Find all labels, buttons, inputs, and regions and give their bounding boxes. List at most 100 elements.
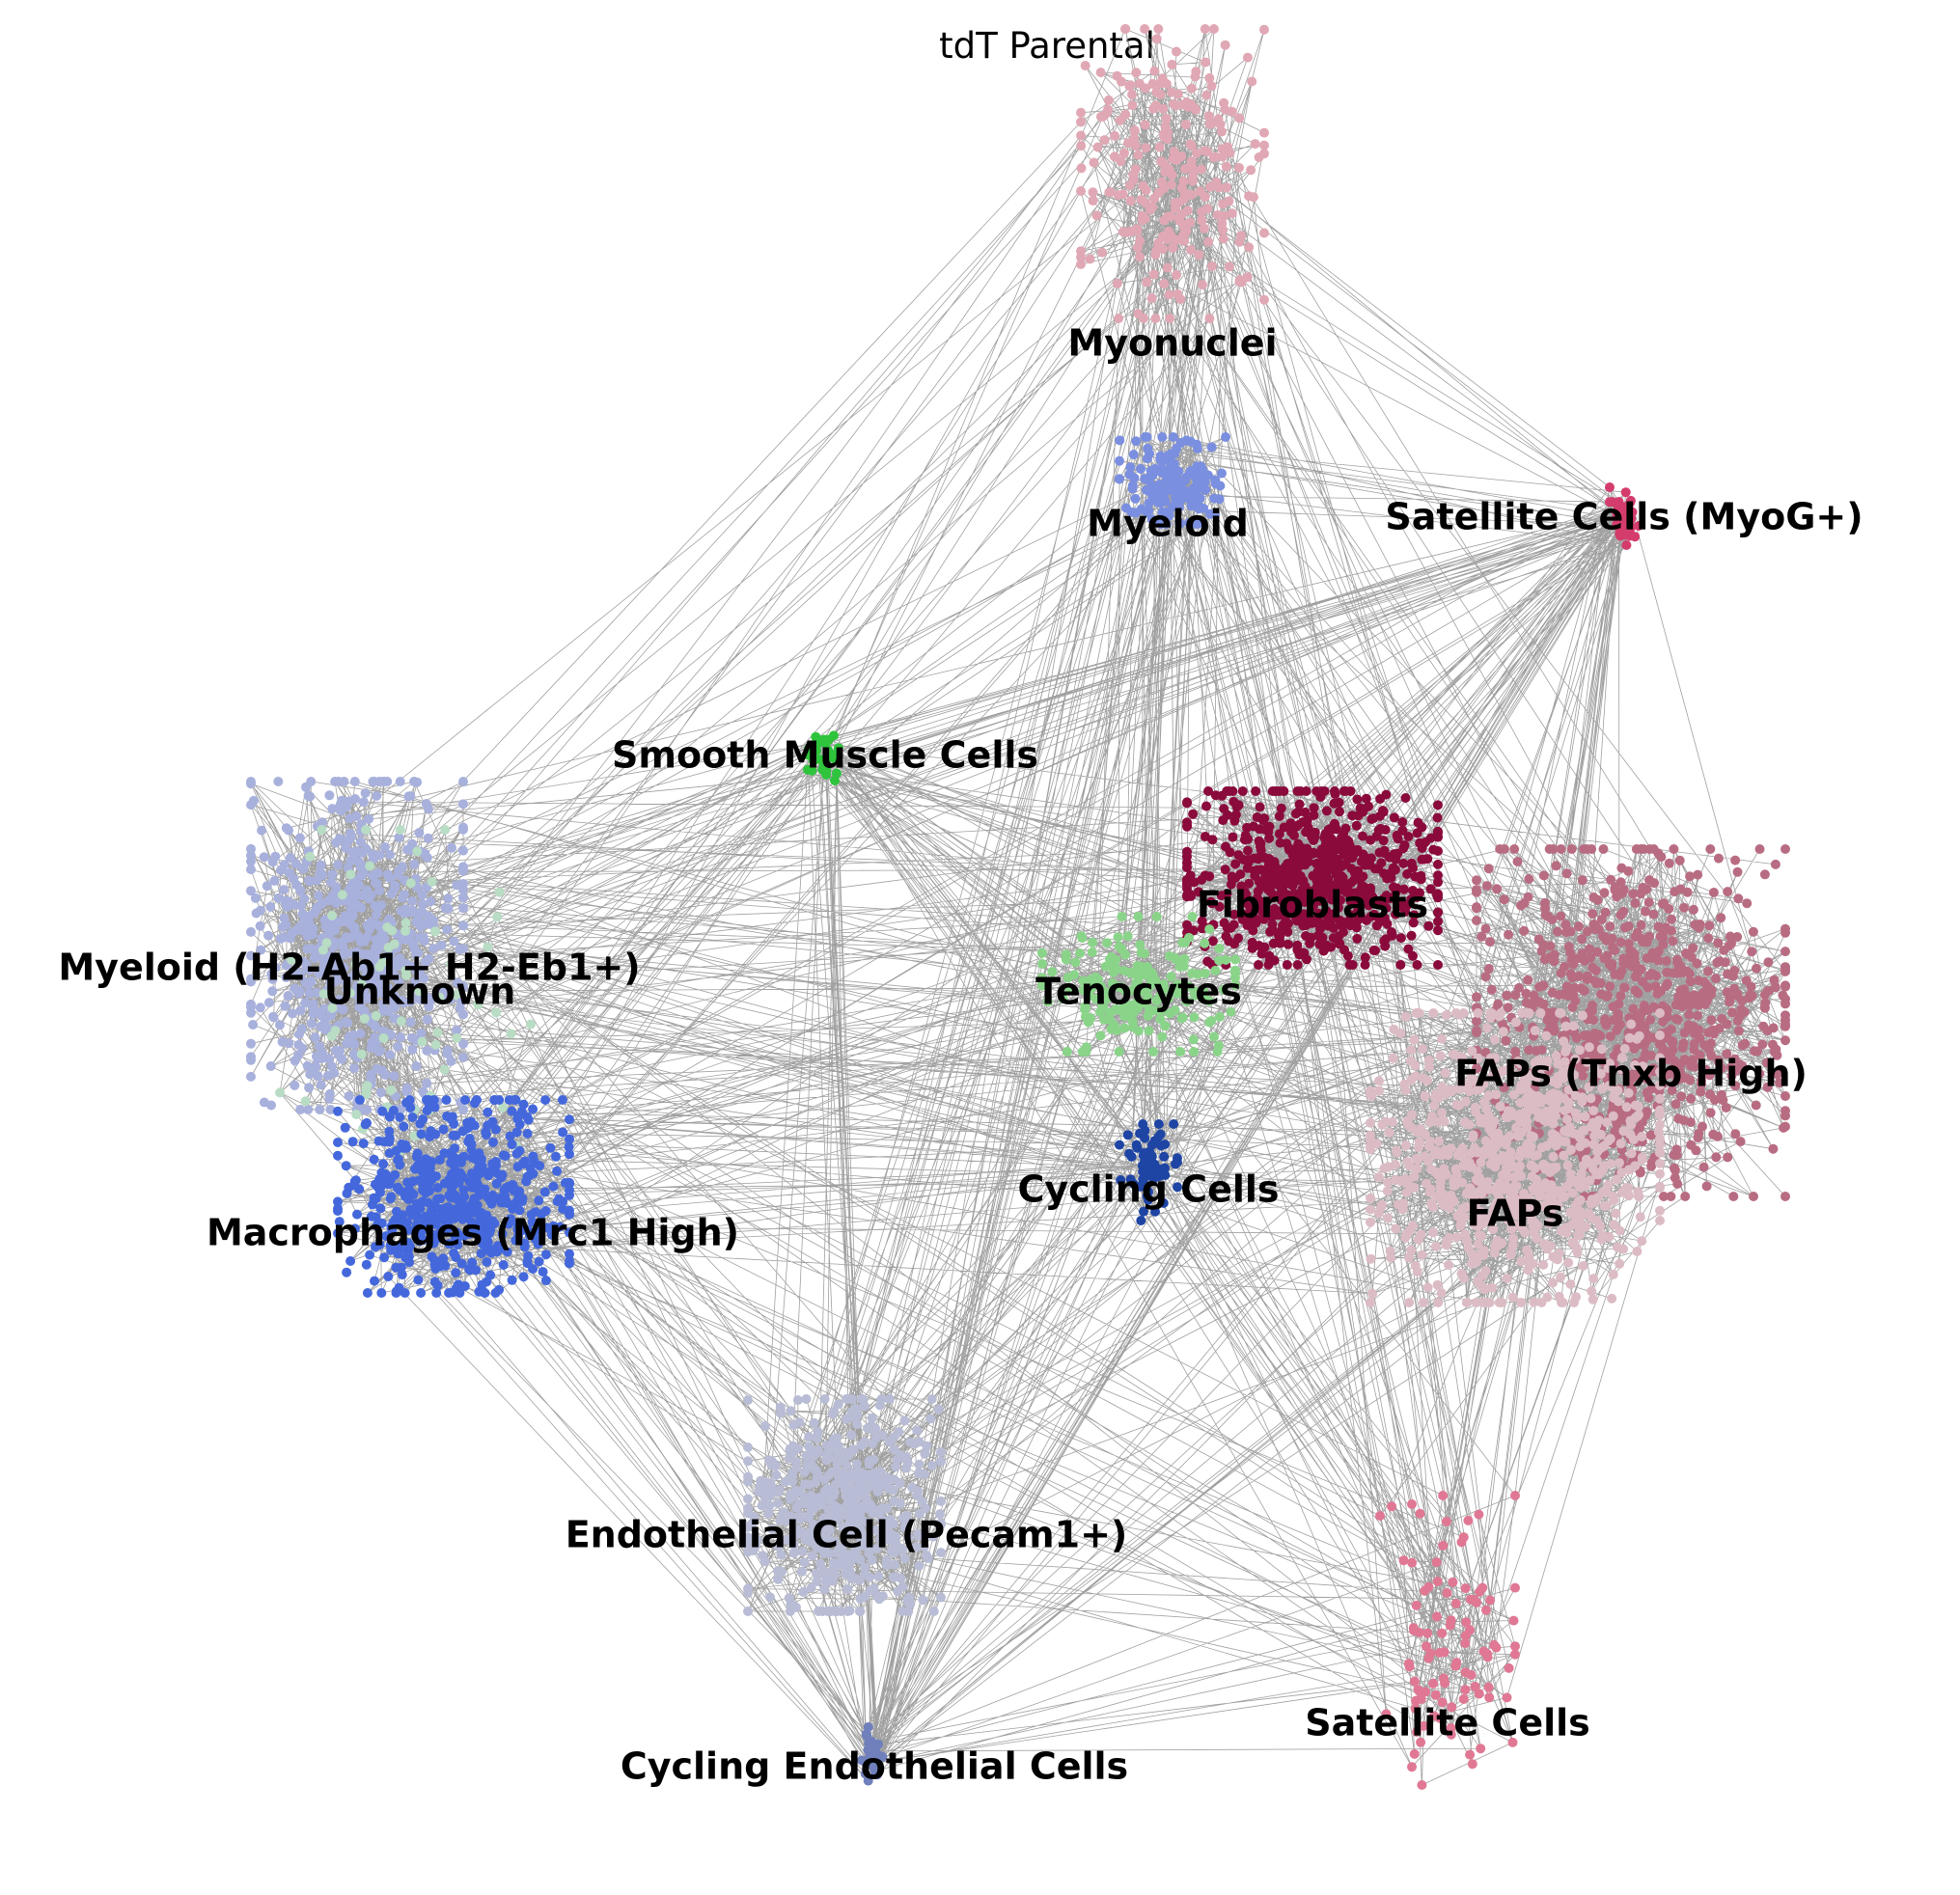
cell-point <box>1146 293 1157 304</box>
cell-point <box>1532 1150 1542 1160</box>
cell-point <box>1206 898 1217 909</box>
cell-point <box>548 1181 559 1192</box>
cell-point <box>1412 960 1422 970</box>
cell-point <box>1076 117 1086 127</box>
cell-point <box>1460 1685 1471 1695</box>
cell-point <box>333 1196 343 1207</box>
cell-point <box>1155 498 1166 508</box>
cell-point <box>1411 1600 1422 1610</box>
cell-point <box>775 1516 786 1526</box>
cell-point <box>857 1394 868 1404</box>
cell-point <box>1479 1117 1490 1128</box>
cell-point <box>1061 949 1071 960</box>
cell-point <box>1375 794 1386 804</box>
cell-point <box>1664 858 1674 868</box>
cell-point <box>1180 120 1191 130</box>
cell-point <box>246 926 256 937</box>
cell-point <box>521 1176 532 1187</box>
cell-point <box>246 974 256 984</box>
cell-point <box>334 1217 345 1227</box>
cell-point <box>1172 46 1181 57</box>
cell-point <box>1553 1072 1563 1083</box>
cell-point <box>378 1033 389 1043</box>
cell-point <box>1706 1051 1717 1061</box>
cell-point <box>1155 1014 1166 1025</box>
cell-point <box>1210 790 1221 801</box>
cell-point <box>1672 1179 1683 1189</box>
cell-point <box>348 1030 359 1040</box>
cell-point <box>1725 931 1735 942</box>
cell-point <box>799 1498 809 1509</box>
cell-point <box>1705 1108 1716 1118</box>
cell-point <box>1472 1256 1482 1267</box>
cell-point <box>1510 1641 1520 1652</box>
cell-point <box>1538 1094 1549 1105</box>
cell-point <box>411 1061 422 1072</box>
cell-point <box>343 1018 353 1029</box>
cell-point <box>320 915 330 925</box>
cell-point <box>1498 1027 1508 1037</box>
cell-point <box>1746 981 1756 992</box>
cell-point <box>1667 914 1676 924</box>
cell-point <box>1256 906 1267 917</box>
cell-point <box>1666 1024 1676 1034</box>
cell-point <box>348 948 358 958</box>
cell-point <box>430 1129 441 1140</box>
cell-point <box>345 933 355 944</box>
cell-point <box>325 927 336 938</box>
cell-point <box>268 1012 279 1023</box>
cell-point <box>1309 810 1319 820</box>
cell-point <box>447 842 456 853</box>
cell-point <box>1179 485 1190 496</box>
cell-point <box>830 776 840 785</box>
cell-point <box>321 938 332 948</box>
cell-point <box>439 1064 450 1075</box>
cell-point <box>833 1399 843 1410</box>
cell-point <box>295 886 306 896</box>
cell-point <box>462 1202 473 1213</box>
cell-point <box>417 899 428 909</box>
cell-point <box>1689 1061 1699 1072</box>
cell-point <box>1577 934 1587 945</box>
cell-point <box>1597 1084 1608 1094</box>
cell-point <box>1242 920 1253 930</box>
cell-point <box>1636 1071 1646 1082</box>
cell-point <box>393 954 403 965</box>
cell-point <box>837 1468 847 1478</box>
cell-point <box>1319 786 1330 796</box>
cell-point <box>451 990 461 1000</box>
cell-point <box>342 1267 352 1277</box>
cell-point <box>1671 1013 1681 1024</box>
cell-point <box>401 1086 412 1097</box>
cell-point <box>1163 994 1173 1004</box>
cell-point <box>1118 966 1129 976</box>
cell-point <box>1462 1298 1473 1307</box>
cell-point <box>1575 1045 1585 1056</box>
cell-point <box>458 981 468 992</box>
cell-point <box>400 1191 410 1201</box>
cell-point <box>812 746 822 756</box>
cell-point <box>1103 95 1114 105</box>
cell-point <box>327 804 338 814</box>
cell-point <box>1727 1007 1738 1018</box>
cell-point <box>366 890 376 900</box>
cell-point <box>1089 157 1099 168</box>
cell-point <box>412 777 423 787</box>
cell-point <box>1668 968 1678 978</box>
cell-point <box>565 1114 574 1125</box>
cell-point <box>1508 1233 1519 1244</box>
cell-point <box>1705 1038 1716 1049</box>
cell-point <box>1144 1026 1154 1036</box>
cell-point <box>1563 1085 1574 1095</box>
cell-point <box>1337 917 1347 927</box>
cell-point <box>1508 1089 1519 1100</box>
cell-point <box>1493 1128 1504 1139</box>
cell-point <box>773 1541 784 1552</box>
cluster-points-fibroblasts <box>1182 786 1443 970</box>
cluster-points-faps <box>1366 1008 1665 1307</box>
cell-point <box>289 966 299 975</box>
cell-point <box>1234 113 1245 124</box>
cell-point <box>914 1437 925 1447</box>
cell-point <box>871 1525 882 1535</box>
cell-point <box>891 1462 901 1472</box>
